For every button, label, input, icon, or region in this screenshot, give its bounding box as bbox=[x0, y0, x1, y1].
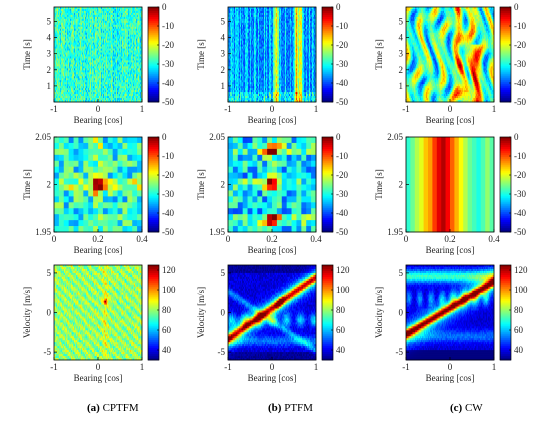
caption-c: (c) CW bbox=[450, 402, 483, 414]
heatmap-cells-a1 bbox=[54, 7, 142, 102]
caption-a: (a) CPTFM bbox=[87, 402, 139, 414]
caption-b: (b) PTFM bbox=[268, 402, 313, 414]
